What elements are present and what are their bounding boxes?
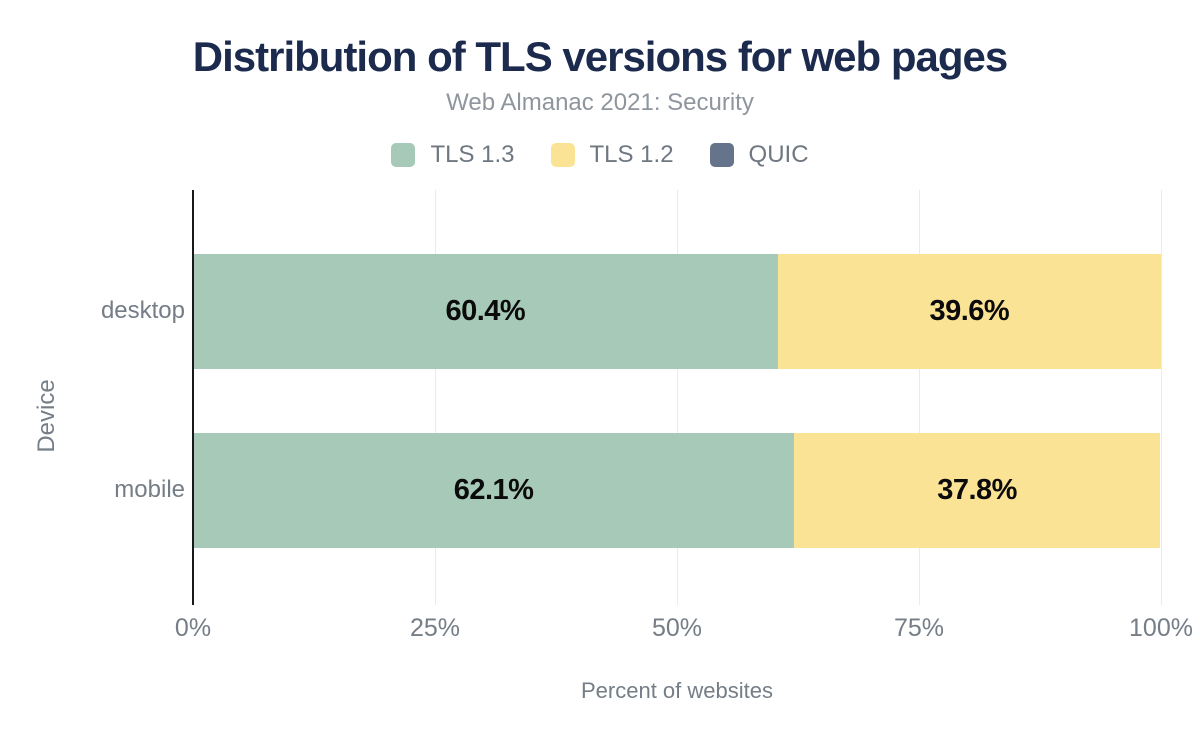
y-axis-title: Device bbox=[33, 379, 60, 453]
x-tick-label-100: 100% bbox=[1129, 614, 1193, 642]
x-tick-label-25: 25% bbox=[409, 614, 461, 642]
legend: TLS 1.3 TLS 1.2 QUIC bbox=[0, 141, 1200, 169]
bar-desktop: 60.4% 39.6% bbox=[193, 254, 1161, 369]
bar-value-label: 39.6% bbox=[929, 295, 1010, 327]
x-tick-label-0: 0% bbox=[174, 614, 212, 642]
x-axis-ticks: 0% 25% 50% 75% 100% bbox=[175, 614, 1193, 646]
y-axis-line bbox=[192, 190, 194, 605]
plot-area: 60.4% 39.6% 62.1% 37.8% bbox=[192, 190, 1162, 605]
y-tick-label-desktop: desktop bbox=[100, 297, 185, 324]
gridline-100 bbox=[1161, 190, 1162, 605]
gridline-50 bbox=[677, 190, 678, 605]
legend-item-quic[interactable]: QUIC bbox=[709, 141, 809, 169]
legend-label: TLS 1.3 bbox=[430, 141, 515, 168]
gridline-75 bbox=[919, 190, 920, 605]
x-axis-title: Percent of websites bbox=[581, 678, 773, 703]
gridline-25 bbox=[435, 190, 436, 605]
bar-segment-tls-1-3-mobile[interactable]: 62.1% bbox=[193, 433, 795, 548]
bar-segment-tls-1-3-desktop[interactable]: 60.4% bbox=[193, 254, 778, 369]
legend-swatch-icon bbox=[550, 143, 575, 167]
legend-swatch-icon bbox=[391, 143, 416, 167]
legend-item-tls-1-3[interactable]: TLS 1.3 bbox=[391, 141, 515, 169]
bar-segment-tls-1-2-mobile[interactable]: 37.8% bbox=[794, 433, 1161, 548]
y-tick-label-mobile: mobile bbox=[114, 476, 185, 503]
bar-value-label: 37.8% bbox=[937, 474, 1017, 506]
chart-title: Distribution of TLS versions for web pag… bbox=[192, 33, 1008, 80]
legend-item-tls-1-2[interactable]: TLS 1.2 bbox=[550, 141, 674, 169]
x-tick-label-75: 75% bbox=[893, 614, 945, 642]
chart-subtitle: Web Almanac 2021: Security bbox=[446, 89, 754, 116]
legend-label: QUIC bbox=[748, 141, 809, 168]
bar-segment-tls-1-2-desktop[interactable]: 39.6% bbox=[777, 254, 1161, 369]
legend-label: TLS 1.2 bbox=[589, 141, 674, 168]
bar-value-label: 62.1% bbox=[453, 474, 534, 506]
bar-mobile: 62.1% 37.8% bbox=[193, 433, 1161, 548]
legend-swatch-icon bbox=[709, 143, 734, 167]
x-tick-label-50: 50% bbox=[651, 614, 703, 642]
bar-value-label: 60.4% bbox=[445, 295, 526, 327]
